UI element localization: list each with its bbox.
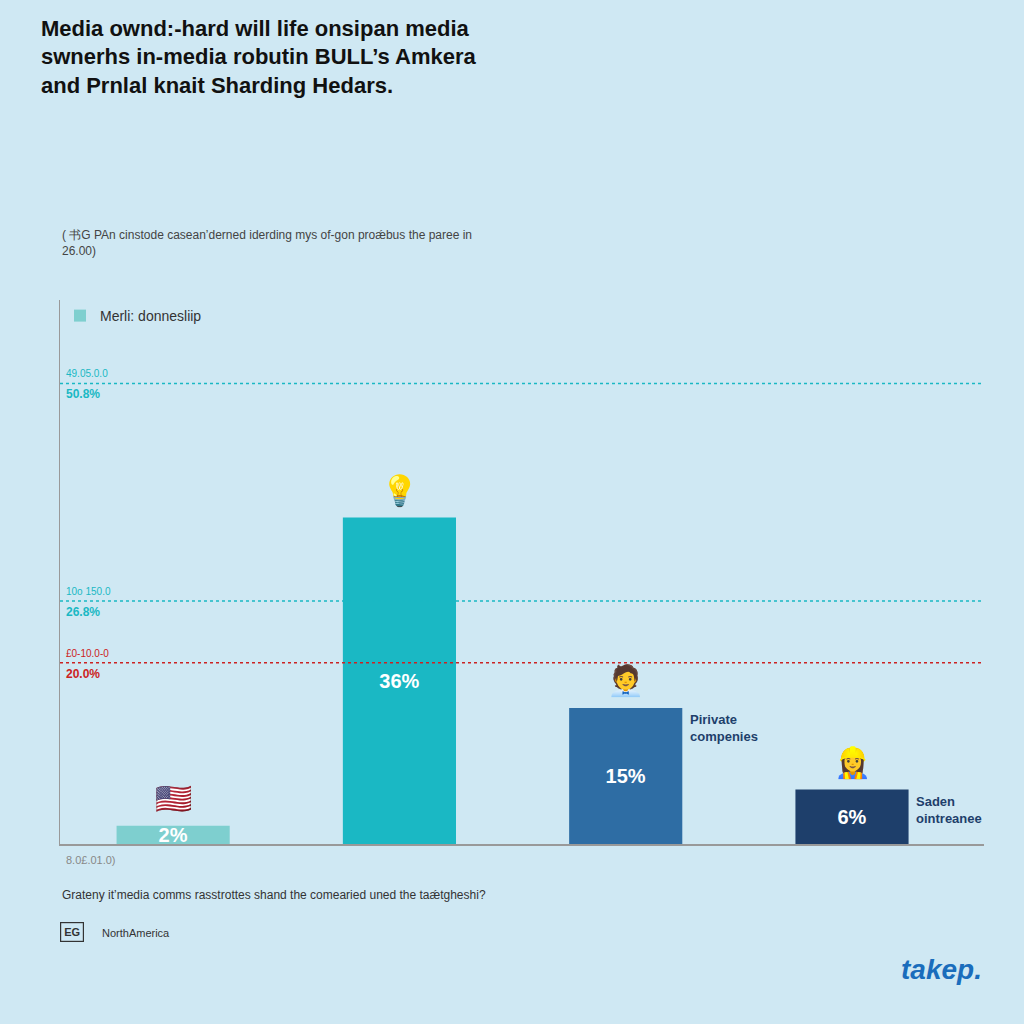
svg-text:NorthAmerica: NorthAmerica — [102, 927, 170, 939]
svg-text:50.8%: 50.8% — [66, 387, 100, 401]
svg-text:🧑‍💼: 🧑‍💼 — [607, 662, 644, 698]
svg-text:takep.: takep. — [901, 954, 982, 985]
svg-text:EG: EG — [64, 926, 80, 938]
svg-text:Media ownd:-hard will life ons: Media ownd:-hard will life onsipan media… — [41, 16, 477, 98]
svg-text:Pirivatecompenies: Pirivatecompenies — [690, 712, 758, 744]
svg-text:10o 150.0: 10o 150.0 — [66, 586, 111, 597]
svg-text:20.0%: 20.0% — [66, 667, 100, 681]
svg-text:36%: 36% — [379, 670, 419, 692]
svg-text:49.05.0.0: 49.05.0.0 — [66, 368, 108, 379]
svg-text:15%: 15% — [606, 765, 646, 787]
svg-text:🇺🇸: 🇺🇸 — [155, 781, 192, 816]
svg-text:26.8%: 26.8% — [66, 605, 100, 619]
svg-text:Grateny itʼmedia comms rasstro: Grateny itʼmedia comms rasstrottes shand… — [62, 888, 486, 902]
svg-text:( 书G PAn cinstode caseanʼderne: ( 书G PAn cinstode caseanʼderned iderding… — [62, 228, 472, 258]
svg-text:2%: 2% — [159, 824, 188, 846]
svg-text:8.0£.01.0): 8.0£.01.0) — [66, 854, 116, 866]
svg-text:💡: 💡 — [381, 473, 418, 508]
svg-text:Sadenointreanee: Sadenointreanee — [916, 794, 982, 826]
svg-text:👷‍♀️: 👷‍♀️ — [834, 745, 871, 780]
svg-text:£0-10.0-0: £0-10.0-0 — [66, 648, 109, 659]
svg-text:Merli: donnesliip: Merli: donnesliip — [100, 308, 201, 324]
svg-text:6%: 6% — [837, 806, 866, 828]
